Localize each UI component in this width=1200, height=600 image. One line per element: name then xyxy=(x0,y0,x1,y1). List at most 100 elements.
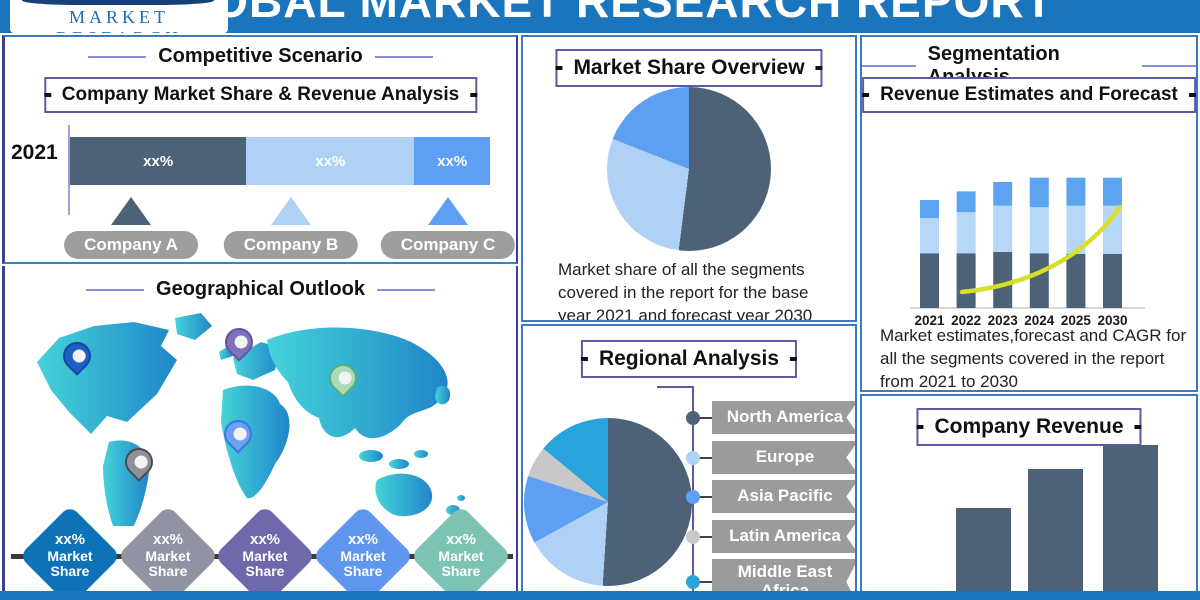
badge-text: xx% Market Share xyxy=(20,506,120,598)
page-title: GLOBAL MARKET RESEARCH REPORT xyxy=(146,0,1054,27)
region-tag: Asia Pacific xyxy=(712,480,855,513)
market-share-badge: xx% Market Share xyxy=(117,505,219,598)
title-line-right xyxy=(374,55,433,58)
segmentation-bar-segment xyxy=(920,253,939,308)
tag-connector xyxy=(695,456,712,459)
segmentation-bar-segment xyxy=(920,218,939,254)
region-tag: Latin America xyxy=(712,520,855,553)
overview-pie-chart xyxy=(607,87,771,251)
competitive-title-row: Competitive Scenario xyxy=(5,45,516,68)
regional-title-box: Regional Analysis xyxy=(580,340,798,378)
badge-word: Share xyxy=(245,563,285,580)
badge-text: xx% Market Share xyxy=(411,506,511,598)
logo-swash-graphic xyxy=(22,0,214,5)
segmentation-bar-segment xyxy=(993,251,1013,308)
tag-connector xyxy=(695,495,712,498)
title-line-left xyxy=(862,65,916,67)
company-marker-triangle xyxy=(428,197,468,225)
segmentation-caption: Market estimates,forecast and CAGR for a… xyxy=(880,326,1187,391)
geo-title-row: Geographical Outlook xyxy=(5,278,516,301)
competitive-y-axis xyxy=(68,125,70,215)
region-dot xyxy=(686,489,700,504)
tag-connector xyxy=(695,416,712,419)
title-line-left xyxy=(88,55,147,58)
badge-word: Market xyxy=(438,547,484,564)
competitive-bar-segment: xx% xyxy=(70,137,247,185)
segmentation-subtitle-box: Revenue Estimates and Forecast xyxy=(862,77,1196,113)
title-line-right xyxy=(1142,65,1196,67)
segmentation-bar-segment xyxy=(920,200,939,218)
company-revenue-bar xyxy=(1028,469,1083,598)
segmentation-bar-segment xyxy=(993,205,1013,252)
segmentation-year-label: 2030 xyxy=(1097,313,1127,328)
segmentation-year-label: 2024 xyxy=(1024,313,1055,328)
company-marker-triangle xyxy=(111,197,151,225)
company-label-pill: Company B xyxy=(223,231,359,259)
segmentation-bar-segment xyxy=(1103,205,1122,254)
segmentation-bar-segment xyxy=(1066,205,1086,254)
tag-connector xyxy=(695,535,712,538)
geo-title: Geographical Outlook xyxy=(156,278,365,300)
badge-text: xx% Market Share xyxy=(215,506,315,598)
market-share-badge: xx% Market Share xyxy=(214,505,316,598)
badge-percent: xx% xyxy=(445,530,477,548)
competitive-bar-segment: xx% xyxy=(414,137,490,185)
badge-word: Market xyxy=(145,547,191,564)
panel-market-share-overview: Market Share Overview Market share of al… xyxy=(521,35,857,322)
company-label-pill: Company C xyxy=(380,231,516,259)
market-share-badge: xx% Market Share xyxy=(19,505,121,598)
regional-pie-chart xyxy=(524,418,692,586)
region-tag: North America xyxy=(712,401,855,434)
badge-word: Share xyxy=(343,563,383,580)
market-share-badge: xx% Market Share xyxy=(410,505,512,598)
segmentation-bar-segment xyxy=(1103,254,1122,308)
segmentation-bar-segment xyxy=(1029,207,1049,254)
company-marker-triangle xyxy=(271,197,311,225)
market-share-badge: xx% Market Share xyxy=(312,505,414,598)
logo: MARKET RESEARCH xyxy=(10,0,228,33)
company-label-pill: Company A xyxy=(64,231,198,259)
region-dot xyxy=(686,575,700,589)
footer-bar xyxy=(0,591,1200,600)
badge-word: Market xyxy=(47,547,93,564)
cagr-trend-line xyxy=(959,204,1123,295)
badge-word: Share xyxy=(50,563,90,580)
badge-word: Market xyxy=(242,547,288,564)
segmentation-year-label: 2023 xyxy=(988,313,1019,328)
badge-percent: xx% xyxy=(249,530,281,548)
region-dot xyxy=(686,529,700,544)
panel-segmentation-analysis: Segmentation Analysis Revenue Estimates … xyxy=(860,35,1198,392)
segmentation-bar-segment xyxy=(1029,253,1049,308)
company-revenue-title-box: Company Revenue xyxy=(916,408,1142,446)
title-line-left xyxy=(86,288,145,291)
badge-word: Share xyxy=(441,563,481,580)
regional-connector-stub xyxy=(657,386,694,388)
region-tag: Europe xyxy=(712,441,855,474)
competitive-year-label: 2021 xyxy=(11,141,58,164)
badge-text: xx% Market Share xyxy=(313,506,413,598)
badge-percent: xx% xyxy=(152,530,184,548)
segmentation-year-label: 2025 xyxy=(1061,313,1092,328)
title-line-right xyxy=(376,288,435,291)
world-map xyxy=(37,313,465,526)
region-dot xyxy=(686,450,700,465)
company-revenue-bar xyxy=(1103,445,1158,598)
competitive-bar-segment: xx% xyxy=(246,137,415,185)
segmentation-year-label: 2022 xyxy=(951,313,981,328)
segmentation-year-label: 2021 xyxy=(914,313,945,328)
competitive-subtitle-box: Company Market Share & Revenue Analysis xyxy=(43,77,478,113)
badge-word: Share xyxy=(148,563,188,580)
segmentation-bar-segment xyxy=(956,253,976,308)
competitive-title: Competitive Scenario xyxy=(158,45,363,67)
panel-company-revenue: Company Revenue xyxy=(860,394,1198,600)
badge-word: Market xyxy=(340,547,386,564)
logo-text: MARKET RESEARCH xyxy=(56,7,178,33)
overview-caption: Market share of all the segments covered… xyxy=(558,260,813,322)
company-revenue-bar xyxy=(956,508,1011,598)
segmentation-bar-segment xyxy=(993,182,1013,206)
tag-connector xyxy=(695,581,712,583)
segmentation-bar-segment xyxy=(956,191,976,213)
segmentation-stacked-bar-chart: 2021 2022 2023 2024 2025 2030 xyxy=(910,177,1145,328)
panel-geographical-outlook: Geographical Outlook xx% Market Share xx% Ma… xyxy=(2,266,518,600)
region-dot xyxy=(686,410,700,425)
